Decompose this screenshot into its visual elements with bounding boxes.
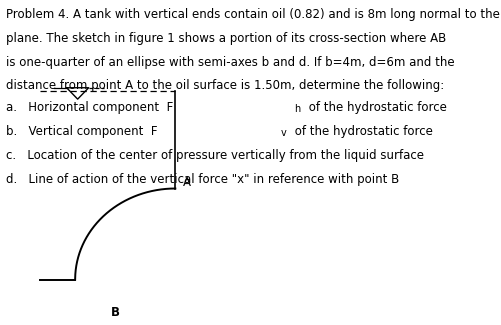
Text: h: h xyxy=(294,104,300,114)
Text: d.   Line of action of the vertical force "x" in reference with point B: d. Line of action of the vertical force … xyxy=(6,173,399,186)
Text: v: v xyxy=(281,128,286,138)
Text: of the hydrostatic force: of the hydrostatic force xyxy=(305,101,447,114)
Text: is one-quarter of an ellipse with semi-axes b and d. If b=4m, d=6m and the: is one-quarter of an ellipse with semi-a… xyxy=(6,56,454,69)
Text: c.   Location of the center of pressure vertically from the liquid surface: c. Location of the center of pressure ve… xyxy=(6,149,424,162)
Text: a.   Horizontal component  F: a. Horizontal component F xyxy=(6,101,173,114)
Text: A: A xyxy=(183,176,191,188)
Text: distance from point A to the oil surface is 1.50m, determine the following:: distance from point A to the oil surface… xyxy=(6,79,444,92)
Text: of the hydrostatic force: of the hydrostatic force xyxy=(291,125,432,138)
Text: plane. The sketch in figure 1 shows a portion of its cross-section where AB: plane. The sketch in figure 1 shows a po… xyxy=(6,32,446,45)
Text: b.   Vertical component  F: b. Vertical component F xyxy=(6,125,157,138)
Text: Problem 4. A tank with vertical ends contain oil (0.82) and is 8m long normal to: Problem 4. A tank with vertical ends con… xyxy=(6,8,500,21)
Text: B: B xyxy=(111,306,120,318)
